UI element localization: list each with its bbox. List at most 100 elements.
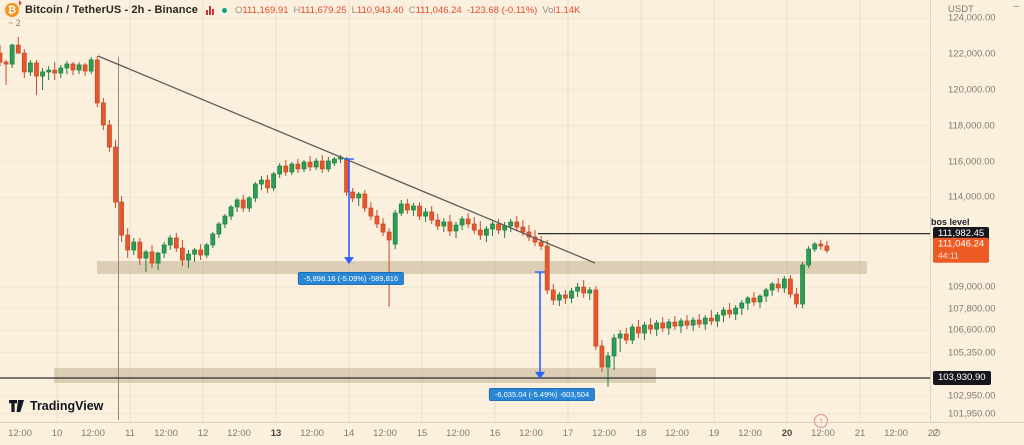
candle: [453, 222, 459, 238]
price-axis-tick: 124,000.00: [948, 12, 996, 24]
candle: [246, 196, 252, 212]
price-axis-tick: 105,350.00: [948, 347, 996, 359]
candle: [465, 213, 471, 229]
candle: [319, 154, 325, 174]
price-axis[interactable]: USDT – 124,000.00 122,000.00 120,000.00 118…: [930, 0, 1024, 422]
candle: [514, 216, 520, 231]
candle: [800, 261, 805, 309]
candle: [155, 251, 161, 271]
candle: [544, 239, 550, 295]
candle: [40, 67, 45, 91]
time-axis-tick: 19: [708, 428, 720, 439]
symbol-title[interactable]: Bitcoin / TetherUS - 2h - Binance: [25, 4, 199, 16]
candle: [332, 156, 337, 167]
axis-collapse-icon[interactable]: –: [1013, 1, 1019, 12]
candle: [441, 218, 447, 233]
candle: [526, 225, 532, 242]
candle: [660, 317, 666, 333]
measure-arrow-1[interactable]: [344, 158, 354, 265]
time-axis[interactable]: 12:00 10 12:00 11 12:00 12 12:00 13 12:00 14 12:00…: [0, 422, 1024, 445]
candle: [161, 242, 167, 259]
candle: [374, 209, 380, 229]
candle: [757, 294, 763, 309]
candle: [46, 66, 52, 80]
demand-zone[interactable]: [54, 367, 656, 384]
time-axis-tick: 12: [197, 428, 209, 439]
time-axis-tick: 10: [51, 428, 63, 439]
timezone-clock-icon[interactable]: ⊙: [932, 427, 942, 439]
low-value: 110,943.40: [356, 4, 404, 16]
candle: [775, 277, 781, 293]
candle: [216, 222, 222, 238]
candle: [423, 208, 428, 223]
candle: [806, 246, 812, 269]
last-price-badge[interactable]: 111,046.24 44:11: [933, 238, 990, 263]
measure-arrow-2[interactable]: [535, 271, 545, 379]
time-axis-tick: 12:00: [738, 428, 762, 439]
candle: [34, 59, 39, 96]
candle: [186, 249, 191, 269]
tradingview-logo[interactable]: TradingView: [9, 399, 103, 413]
candle: [131, 237, 137, 256]
candle: [617, 329, 623, 353]
candle: [745, 296, 751, 311]
candle: [794, 287, 799, 309]
candle: [252, 182, 258, 203]
candle: [702, 315, 708, 330]
candle: [173, 232, 179, 252]
candle: [550, 284, 556, 306]
candle: [447, 215, 453, 236]
candle: [593, 286, 599, 351]
candle: [733, 305, 739, 321]
price-axis-tick: 120,000.00: [948, 84, 996, 96]
red-chart-icon[interactable]: [206, 5, 215, 15]
candle: [721, 307, 726, 323]
price-axis-tick: 106,600.00: [948, 324, 996, 336]
support-price-badge[interactable]: 103,930.90: [933, 370, 991, 385]
candle: [417, 202, 422, 221]
candle: [125, 228, 131, 259]
candle: [301, 159, 307, 172]
measure-label-2[interactable]: -6,035.04 (-5.49%) -603,504: [488, 388, 596, 401]
candle: [569, 287, 574, 304]
indicators-collapsed-toggle[interactable]: ~ 2: [8, 18, 21, 28]
candle: [386, 228, 392, 308]
candle: [636, 320, 641, 339]
candle: [100, 97, 106, 131]
bos-price-badge[interactable]: 111,982.45: [933, 226, 990, 241]
time-axis-tick: 12:00: [227, 428, 251, 439]
candle: [404, 199, 410, 214]
supply-zone[interactable]: [97, 261, 867, 275]
price-axis-tick: 109,000.00: [948, 281, 996, 293]
time-axis-tick: 13: [270, 428, 282, 439]
candle: [696, 313, 702, 328]
candle: [666, 319, 672, 335]
time-axis-tick: 12:00: [519, 428, 543, 439]
price-chart[interactable]: [0, 0, 930, 422]
candle: [21, 48, 27, 79]
event-marker-icon[interactable]: ↑: [814, 414, 828, 428]
candle: [143, 249, 149, 273]
candle: [380, 218, 386, 236]
candle: [137, 237, 143, 266]
time-axis-tick: 14: [343, 428, 355, 439]
candle: [581, 280, 587, 299]
candle: [751, 292, 757, 307]
candle: [648, 318, 653, 335]
candle: [739, 300, 745, 316]
measure-label-1[interactable]: -5,898.16 (-5.09%) -589,816: [297, 272, 405, 285]
bitcoin-icon: ₿: [5, 3, 19, 17]
volume-label: Vol: [542, 4, 556, 16]
candle: [368, 202, 374, 221]
candle: [484, 225, 489, 243]
candle: [3, 59, 9, 86]
candle: [277, 163, 283, 179]
time-axis-tick: 12:00: [592, 428, 616, 439]
candle: [690, 317, 696, 332]
currency-label: USDT: [948, 4, 974, 15]
candle: [508, 218, 514, 233]
high-value: 111,679.25: [300, 4, 347, 16]
time-axis-tick: 12:00: [8, 428, 32, 439]
bos-level-label[interactable]: bos level: [931, 217, 970, 227]
candle: [88, 57, 94, 75]
